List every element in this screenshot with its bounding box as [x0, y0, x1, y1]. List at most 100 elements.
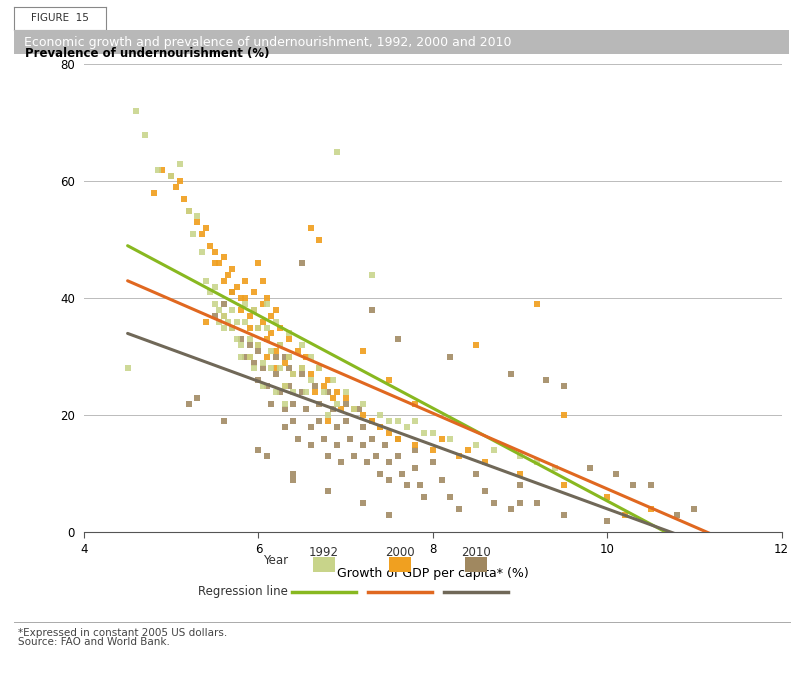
Point — [252, 375, 265, 386]
Point — [252, 322, 265, 333]
Point — [339, 393, 352, 403]
Point — [261, 351, 274, 362]
Point — [470, 340, 483, 351]
Point — [278, 380, 291, 391]
Point — [391, 416, 404, 426]
Point — [278, 404, 291, 415]
Point — [418, 427, 430, 438]
Point — [583, 462, 596, 473]
Point — [348, 451, 361, 462]
Point — [374, 422, 387, 433]
Point — [645, 503, 658, 514]
Point — [278, 380, 291, 391]
Point — [243, 311, 256, 321]
Point — [514, 498, 526, 508]
Point — [462, 445, 474, 456]
Point — [274, 386, 286, 397]
Point — [382, 375, 395, 386]
Point — [557, 509, 570, 520]
Point — [234, 334, 247, 344]
Point — [217, 252, 230, 263]
Point — [213, 258, 226, 268]
Point — [265, 311, 278, 321]
Point — [322, 451, 334, 462]
Point — [208, 246, 221, 257]
Point — [243, 340, 256, 351]
Point — [335, 404, 348, 415]
Point — [304, 351, 317, 362]
Point — [261, 322, 274, 333]
Point — [278, 357, 291, 368]
Point — [557, 380, 570, 391]
Point — [296, 386, 309, 397]
Point — [217, 311, 230, 321]
Point — [322, 486, 334, 497]
Point — [330, 422, 343, 433]
Point — [182, 205, 195, 216]
Point — [557, 410, 570, 420]
Point — [270, 363, 282, 374]
Point — [326, 393, 339, 403]
Point — [426, 445, 439, 456]
Point — [330, 386, 343, 397]
Point — [330, 398, 343, 409]
Point — [487, 498, 500, 508]
Point — [208, 311, 221, 321]
Point — [318, 380, 330, 391]
Point — [122, 363, 134, 374]
Point — [287, 474, 300, 485]
Point — [610, 468, 622, 479]
Point — [239, 293, 252, 304]
Point — [287, 369, 300, 380]
Point — [296, 340, 309, 351]
Point — [382, 474, 395, 485]
Point — [688, 503, 701, 514]
Point — [239, 299, 252, 310]
Point — [270, 304, 282, 315]
Point — [274, 363, 286, 374]
Point — [252, 340, 265, 351]
Point — [304, 369, 317, 380]
Point — [435, 433, 448, 444]
Point — [326, 375, 339, 386]
Point — [200, 223, 213, 234]
Point — [435, 474, 448, 485]
Point — [357, 498, 370, 508]
Point — [265, 328, 278, 339]
Point — [248, 304, 261, 315]
Point — [531, 299, 544, 310]
Point — [274, 322, 286, 333]
Point — [291, 346, 304, 357]
Point — [366, 433, 378, 444]
Point — [366, 416, 378, 426]
Point — [304, 422, 317, 433]
Point — [357, 422, 370, 433]
Point — [130, 106, 142, 117]
Point — [191, 393, 204, 403]
Point — [313, 416, 326, 426]
Point — [282, 351, 295, 362]
Point — [239, 351, 252, 362]
Point — [322, 416, 334, 426]
Point — [391, 433, 404, 444]
Point — [287, 398, 300, 409]
Point — [213, 316, 226, 327]
Point — [322, 375, 334, 386]
Point — [243, 322, 256, 333]
Point — [234, 351, 247, 362]
Point — [366, 304, 378, 315]
Point — [208, 299, 221, 310]
Text: Economic growth and prevalence of undernourishment, 1992, 2000 and 2010: Economic growth and prevalence of undern… — [24, 35, 511, 49]
Point — [226, 322, 238, 333]
Point — [514, 480, 526, 491]
Point — [274, 340, 286, 351]
Point — [304, 375, 317, 386]
Point — [400, 480, 413, 491]
Point — [208, 281, 221, 292]
Point — [217, 311, 230, 321]
Point — [382, 416, 395, 426]
Point — [270, 351, 282, 362]
Point — [252, 258, 265, 268]
X-axis label: Growth of GDP per capita* (%): Growth of GDP per capita* (%) — [337, 567, 529, 580]
Point — [278, 398, 291, 409]
